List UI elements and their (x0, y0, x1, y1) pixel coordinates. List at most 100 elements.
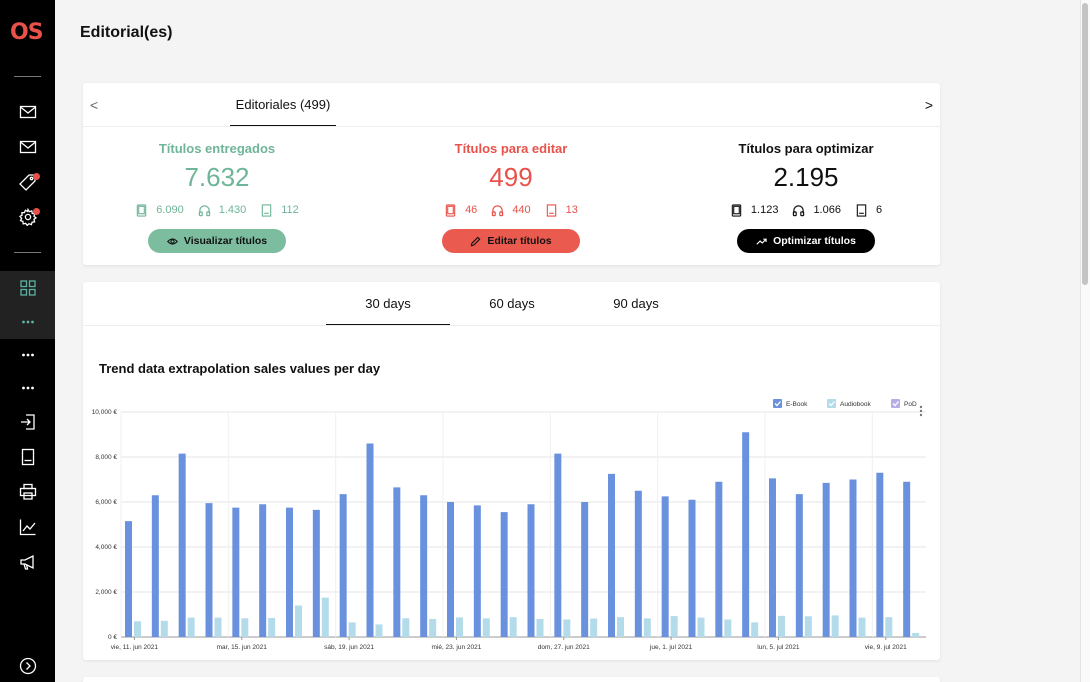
bar-audiobook[interactable] (885, 617, 893, 637)
sidebar-expand-button[interactable] (0, 649, 55, 682)
bar-audiobook[interactable] (375, 624, 383, 637)
sidebar-item-more-3[interactable] (0, 371, 55, 405)
sidebar-item-marketing[interactable] (0, 545, 55, 579)
bar-audiobook[interactable] (429, 619, 437, 637)
bar-ebook[interactable] (205, 503, 213, 637)
bar-audiobook[interactable] (751, 622, 759, 637)
bar-ebook[interactable] (608, 473, 615, 637)
stat-to-optimize: Títulos para optimizar 2.195 1.123 1.066… (676, 141, 936, 253)
sidebar-item-books[interactable] (0, 440, 55, 474)
sidebar-item-tags[interactable] (0, 165, 55, 199)
bar-audiobook[interactable] (456, 617, 463, 637)
checkbox-icon[interactable] (891, 399, 900, 408)
bar-audiobook[interactable] (321, 597, 329, 637)
stat-label: Títulos entregados (158, 141, 276, 156)
pencil-icon (471, 236, 481, 246)
sidebar-item-analytics[interactable] (0, 510, 55, 544)
bar-audiobook[interactable] (509, 617, 517, 637)
bar-audiobook[interactable] (831, 615, 839, 637)
bar-ebook[interactable] (822, 482, 830, 637)
bar-audiobook[interactable] (590, 618, 598, 637)
bar-audiobook[interactable] (697, 617, 705, 637)
chart-line-icon (19, 519, 35, 536)
sidebar-item-dashboard[interactable] (0, 271, 55, 305)
headphones-icon (793, 204, 805, 216)
bar-audiobook[interactable] (643, 618, 651, 637)
legend-item-pod[interactable]: PoD (891, 399, 917, 408)
bar-ebook[interactable] (447, 502, 454, 637)
bar-ebook[interactable] (715, 481, 723, 637)
bar-ebook[interactable] (527, 504, 535, 637)
sidebar-item-import[interactable] (0, 405, 55, 439)
app-logo[interactable]: OS (10, 20, 44, 45)
bar-ebook[interactable] (903, 481, 911, 637)
sidebar-item-print[interactable] (0, 475, 55, 509)
bar-ebook[interactable] (473, 505, 481, 637)
sidebar-item-more-2[interactable] (0, 338, 55, 372)
bar-audiobook[interactable] (778, 615, 785, 637)
bar-audiobook[interactable] (268, 617, 276, 637)
tab-30-days[interactable]: 30 days (326, 282, 450, 326)
bar-audiobook[interactable] (536, 619, 544, 637)
bar-audiobook[interactable] (402, 618, 410, 637)
bar-ebook[interactable] (232, 507, 240, 637)
scrollbar-thumb[interactable] (1082, 3, 1088, 285)
x-tick-label: sáb, 19. jun 2021 (324, 644, 374, 651)
bar-ebook[interactable] (742, 432, 750, 637)
sidebar-item-mail[interactable] (0, 95, 55, 129)
bar-ebook[interactable] (769, 478, 776, 637)
bar-audiobook[interactable] (295, 605, 302, 638)
next-publisher-button[interactable]: > (924, 97, 933, 113)
view-titles-button[interactable]: Visualizar títulos (148, 229, 286, 253)
page-scrollbar[interactable] (1080, 0, 1090, 682)
bar-ebook[interactable] (125, 521, 132, 637)
sidebar-item-more-1[interactable] (0, 305, 55, 339)
bar-audiobook[interactable] (160, 620, 168, 637)
bar-ebook[interactable] (581, 502, 589, 637)
bar-audiobook[interactable] (241, 618, 249, 637)
legend-item-audiobook[interactable]: Audiobook (827, 399, 871, 408)
bar-ebook[interactable] (178, 453, 186, 637)
bar-audiobook[interactable] (348, 622, 356, 637)
sidebar-item-mail-2[interactable] (0, 130, 55, 164)
checkbox-icon[interactable] (773, 399, 782, 408)
bar-ebook[interactable] (312, 509, 320, 637)
bar-audiobook[interactable] (563, 619, 571, 637)
legend-item-ebook[interactable]: E-Book (773, 399, 808, 408)
bar-ebook[interactable] (876, 472, 884, 637)
chart-menu-icon[interactable] (919, 405, 923, 417)
bar-ebook[interactable] (151, 495, 159, 637)
bar-audiobook[interactable] (187, 617, 195, 637)
bar-ebook[interactable] (661, 496, 669, 637)
tab-publishers[interactable]: Editoriales (499) (230, 83, 336, 127)
bar-ebook[interactable] (366, 443, 374, 638)
bar-ebook[interactable] (688, 499, 696, 637)
sidebar-item-settings[interactable] (0, 200, 55, 234)
bar-audiobook[interactable] (670, 616, 678, 637)
bar-ebook[interactable] (286, 507, 293, 637)
bar-audiobook[interactable] (617, 617, 624, 637)
bar-ebook[interactable] (795, 494, 803, 637)
bar-ebook[interactable] (500, 512, 508, 637)
bar-audiobook[interactable] (912, 632, 920, 637)
optimize-titles-button[interactable]: Optimizar títulos (737, 229, 875, 253)
bar-audiobook[interactable] (134, 621, 141, 637)
bar-audiobook[interactable] (724, 619, 732, 637)
bar-ebook[interactable] (634, 490, 642, 637)
edit-titles-button[interactable]: Editar títulos (442, 229, 580, 253)
tab-60-days[interactable]: 60 days (489, 296, 535, 311)
bar-ebook[interactable] (849, 479, 857, 638)
bar-audiobook[interactable] (804, 616, 812, 637)
bar-ebook[interactable] (420, 495, 428, 637)
stat-breakdown: 6.090 1.430 112 (87, 202, 347, 218)
checkbox-icon[interactable] (827, 399, 836, 408)
bar-ebook[interactable] (339, 494, 347, 637)
bar-audiobook[interactable] (214, 617, 222, 637)
bar-ebook[interactable] (393, 487, 401, 637)
prev-publisher-button[interactable]: < (90, 97, 99, 113)
tab-90-days[interactable]: 90 days (613, 296, 659, 311)
bar-audiobook[interactable] (482, 618, 490, 637)
bar-ebook[interactable] (554, 453, 562, 637)
bar-ebook[interactable] (259, 504, 267, 637)
bar-audiobook[interactable] (858, 617, 866, 637)
